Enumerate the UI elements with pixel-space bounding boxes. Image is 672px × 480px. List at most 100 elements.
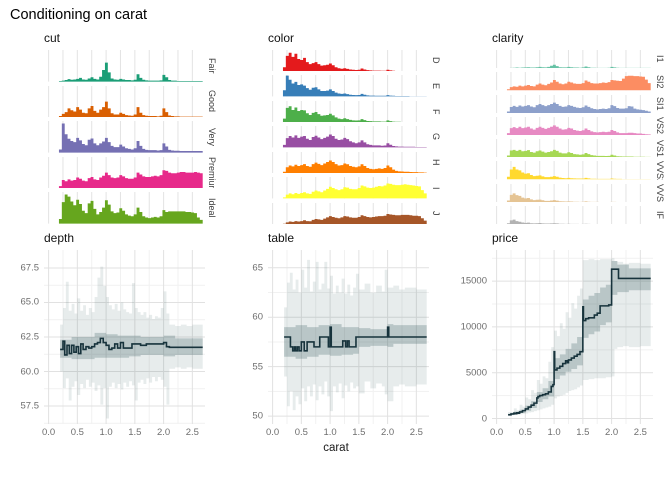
- color-facet-row-g: G: [268, 126, 442, 148]
- clarity-facet-row-vs2: VS2: [492, 117, 666, 135]
- cut-strip-label-ideal: Ideal: [207, 198, 217, 218]
- depth-median-line: [60, 338, 203, 355]
- table-x-tick-1.0: 1.0: [323, 427, 337, 438]
- table-y-tick-65: 65: [252, 262, 263, 274]
- clarity-histogram-if: [492, 206, 651, 224]
- clarity-histogram-vvs1: [492, 184, 651, 202]
- color-strip-label-j: J: [431, 210, 441, 216]
- price-y-tick-0: 0: [481, 413, 487, 424]
- price-x-tick-0.5: 0.5: [518, 427, 532, 438]
- price-median-line: [508, 269, 651, 415]
- color-histogram-j: [268, 203, 427, 224]
- color-facet-row-e: E: [268, 75, 442, 97]
- panel-title-price: price: [492, 231, 519, 245]
- clarity-strip-label-si2: SI2: [655, 74, 665, 89]
- color-strip-label-h: H: [431, 159, 441, 166]
- price-x-tick-2.5: 2.5: [633, 427, 647, 438]
- color-strip-label-e: E: [431, 83, 441, 90]
- color-strip-label-g: G: [431, 133, 441, 141]
- price-inner-ribbon: [508, 260, 651, 416]
- price-y-tick-10000: 10000: [460, 321, 487, 333]
- cut-facet-row-premium: Premium: [44, 156, 218, 189]
- color-histogram-d: [268, 50, 427, 72]
- table-median-line: [284, 327, 427, 351]
- clarity-facet-stack: I1 SI2 SI1 VS2 VS1 VVS2 VVS1 IF: [492, 50, 666, 224]
- depth-y-tick-57.5: 57.5: [20, 400, 40, 412]
- panel-title-depth: depth: [44, 231, 75, 245]
- clarity-strip-label-vs1: VS1: [655, 139, 665, 157]
- color-strip-label-d: D: [431, 57, 441, 64]
- cut-facet-row-fair: Fair: [44, 50, 218, 82]
- table-y-tick-50: 50: [252, 410, 263, 422]
- depth-x-tick-2.0: 2.0: [156, 427, 171, 438]
- cut-facet-stack: Fair Good Very Good Premium Ideal: [44, 50, 218, 224]
- cut-facet-row-good: Good: [44, 86, 218, 118]
- table-x-tick-0.0: 0.0: [265, 427, 280, 438]
- cut-histogram-fair: [44, 50, 203, 82]
- panel-color: color D E F G H I J: [234, 31, 442, 224]
- color-histogram-f: [268, 101, 427, 123]
- clarity-strip-label-vvs2: VVS2: [655, 161, 665, 180]
- cut-facet-row-very-good: Very Good: [44, 121, 218, 153]
- price-x-tick-0.0: 0.0: [489, 427, 504, 438]
- panel-table: table 65 60 55 50 0.0 0.5 1.0 1.5 2.0 2.5: [234, 231, 442, 440]
- color-strip-label-f: F: [431, 108, 441, 115]
- price-y-tick-15000: 15000: [460, 275, 487, 287]
- color-facet-row-d: D: [268, 50, 442, 72]
- price-x-tick-1.5: 1.5: [576, 427, 590, 438]
- color-histogram-h: [268, 152, 427, 174]
- clarity-facet-row-vvs2: VVS2: [492, 161, 666, 180]
- table-x-axis: 0.0 0.5 1.0 1.5 2.0 2.5: [265, 427, 429, 440]
- panel-cut: cut Fair Good Very Good Premium Ideal: [10, 31, 218, 224]
- x-axis-title: carat: [323, 442, 349, 454]
- price-plot-svg: [492, 250, 653, 424]
- panel-title-color: color: [268, 31, 295, 45]
- clarity-histogram-si2: [492, 72, 651, 91]
- cut-facet-row-ideal: Ideal: [44, 192, 218, 224]
- clarity-facet-row-si1: SI1: [492, 95, 666, 113]
- figure-title: Conditioning on carat: [10, 7, 148, 23]
- depth-x-tick-0.5: 0.5: [70, 427, 84, 438]
- clarity-facet-row-si2: SI2: [492, 72, 666, 91]
- depth-x-tick-1.0: 1.0: [99, 427, 113, 438]
- cut-histogram-good: [44, 86, 203, 118]
- cut-strip-label-very-good: Very Good: [207, 127, 217, 146]
- price-outer-ribbon: [508, 258, 651, 416]
- depth-y-tick-67.5: 67.5: [20, 262, 40, 274]
- clarity-strip-label-si1: SI1: [655, 96, 665, 111]
- depth-y-tick-65.0: 65.0: [20, 296, 40, 308]
- clarity-strip-label-vvs1: VVS1: [655, 183, 665, 202]
- cut-strip-label-premium: Premium: [207, 156, 217, 189]
- clarity-histogram-vs2: [492, 117, 651, 135]
- cut-strip-label-good: Good: [207, 90, 217, 113]
- price-x-tick-2.0: 2.0: [604, 427, 619, 438]
- clarity-facet-row-if: IF: [492, 206, 666, 224]
- table-y-tick-55: 55: [252, 361, 263, 373]
- price-plot-area: 15000 10000 5000 0: [461, 250, 653, 424]
- panel-price: price 15000 10000 5000 0 0.0 0.5 1.0 1.5 2.0 2.5: [458, 231, 666, 440]
- depth-x-axis: 0.0 0.5 1.0 1.5 2.0 2.5: [42, 427, 205, 440]
- price-x-tick-1.0: 1.0: [547, 427, 561, 438]
- panel-grid: cut Fair Good Very Good Premium Ideal color …: [10, 31, 666, 440]
- cut-histogram-premium: [44, 157, 203, 189]
- clarity-histogram-vs1: [492, 139, 651, 158]
- cut-histogram-ideal: [44, 192, 203, 224]
- color-facet-row-j: J: [268, 203, 442, 224]
- table-x-tick-2.5: 2.5: [409, 427, 423, 438]
- table-x-tick-0.5: 0.5: [294, 427, 308, 438]
- color-strip-label-i: I: [431, 186, 441, 190]
- depth-x-tick-1.5: 1.5: [128, 427, 142, 438]
- panel-clarity: clarity I1 SI2 SI1 VS2 VS1 VVS2 VVS1 IF: [458, 31, 666, 224]
- color-facet-row-h: H: [268, 152, 442, 174]
- panel-title-table: table: [268, 231, 295, 245]
- table-plot-svg: [268, 250, 429, 424]
- table-x-tick-1.5: 1.5: [352, 427, 366, 438]
- panel-title-cut: cut: [44, 31, 61, 45]
- color-facet-row-i: I: [268, 177, 442, 199]
- clarity-strip-label-i1: I1: [655, 55, 665, 63]
- clarity-facet-row-vs1: VS1: [492, 139, 666, 158]
- table-x-tick-2.0: 2.0: [380, 427, 395, 438]
- clarity-histogram-si1: [492, 95, 651, 113]
- color-histogram-e: [268, 75, 427, 97]
